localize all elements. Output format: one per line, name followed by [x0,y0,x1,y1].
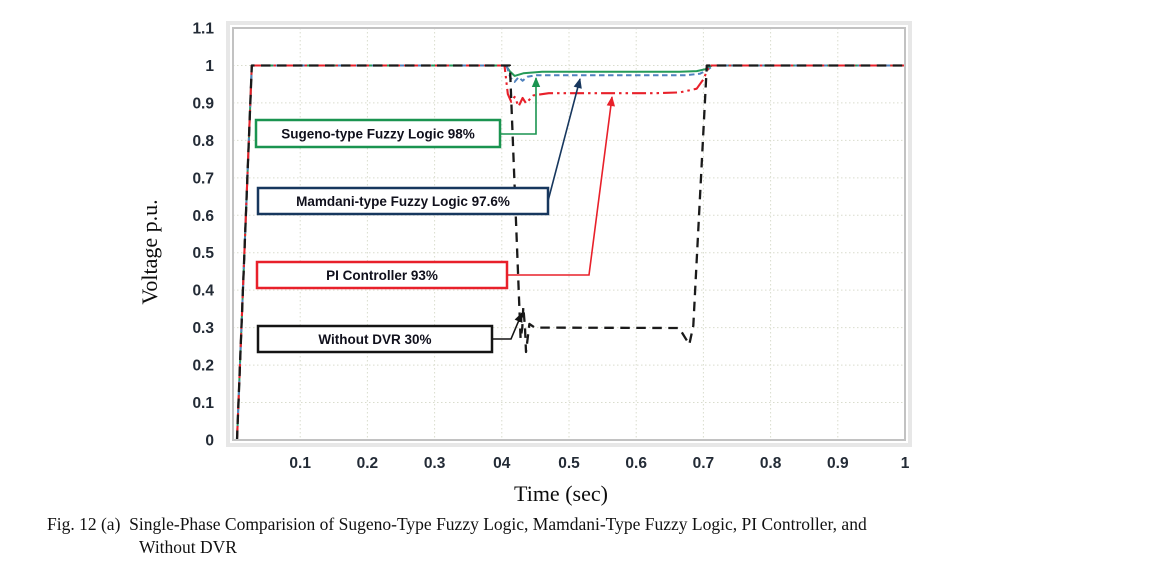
svg-text:0.1: 0.1 [289,455,311,472]
series-mamdani-line [236,64,905,441]
callout-mamdani: Mamdani-type Fuzzy Logic 97.6% [256,78,582,216]
svg-text:04: 04 [493,455,511,472]
callout-pi-controller-label: PI Controller 93% [326,268,438,283]
callout-pi-controller-box [255,260,509,290]
callout-without-dvr-arrowhead-icon [514,312,523,323]
callout-pi-controller-arrowhead-icon [606,96,616,107]
svg-text:0.1: 0.1 [192,395,214,412]
callout-mamdani-arrowhead-icon [573,78,582,89]
plot-outer-frame [226,21,912,447]
svg-text:0.6: 0.6 [625,455,647,472]
x-axis-title: Time (sec) [514,481,608,506]
callout-mamdani-label: Mamdani-type Fuzzy Logic 97.6% [296,194,510,209]
svg-text:0.9: 0.9 [192,95,214,112]
svg-text:0.5: 0.5 [192,245,214,262]
callout-pi-controller-connector [507,96,613,276]
svg-text:1: 1 [901,455,910,472]
svg-text:0.2: 0.2 [192,358,214,375]
callout-sugeno-connector [500,78,537,135]
plot-area [233,28,905,440]
y-axis-tick-labels: 1.1 1 0.9 0.8 0.7 0.6 0.5 0.4 0.3 0.2 0.1 0 [192,21,214,450]
callout-sugeno-box [254,118,502,149]
callout-mamdani-connector [547,78,581,202]
voltage-time-comparison-chart: Sugeno-type Fuzzy Logic 98% Mamdani-type … [137,21,912,506]
callout-sugeno-arrowhead-icon [531,77,541,87]
caption-line-2: Without DVR [139,537,237,557]
svg-text:0.3: 0.3 [192,320,214,337]
svg-text:0.3: 0.3 [424,455,446,472]
x-axis-tick-labels: 0.1 0.2 0.3 04 0.5 0.6 0.7 0.8 0.9 1 [289,455,909,472]
svg-text:1.1: 1.1 [192,21,214,38]
callout-pi-controller: PI Controller 93% [255,96,616,290]
callout-without-dvr-label: Without DVR 30% [318,332,431,347]
svg-text:0.2: 0.2 [357,455,379,472]
svg-text:0.9: 0.9 [827,455,849,472]
plot-border [232,27,906,441]
caption-line-1: Fig. 12 (a) Single-Phase Comparision of … [47,514,867,534]
svg-text:0.8: 0.8 [192,133,214,150]
callout-without-dvr: Without DVR 30% [256,312,523,354]
callout-without-dvr-box [256,324,494,354]
svg-text:0.7: 0.7 [192,170,214,187]
callout-sugeno: Sugeno-type Fuzzy Logic 98% [254,77,541,149]
svg-text:0: 0 [205,433,214,450]
svg-text:0.7: 0.7 [693,455,715,472]
series-pi-controller-line [235,64,905,441]
svg-text:0.6: 0.6 [192,208,214,225]
svg-text:0.5: 0.5 [558,455,580,472]
figure-caption: Fig. 12 (a) Single-Phase Comparision of … [47,513,867,559]
svg-text:0.8: 0.8 [760,455,782,472]
callout-mamdani-box [256,186,550,216]
y-axis-title: Voltage p.u. [137,199,162,304]
svg-text:1: 1 [205,58,214,75]
callout-sugeno-label: Sugeno-type Fuzzy Logic 98% [281,127,475,142]
callout-without-dvr-connector [492,312,523,340]
series-without-dvr-line [235,64,905,441]
svg-text:0.4: 0.4 [192,283,214,300]
